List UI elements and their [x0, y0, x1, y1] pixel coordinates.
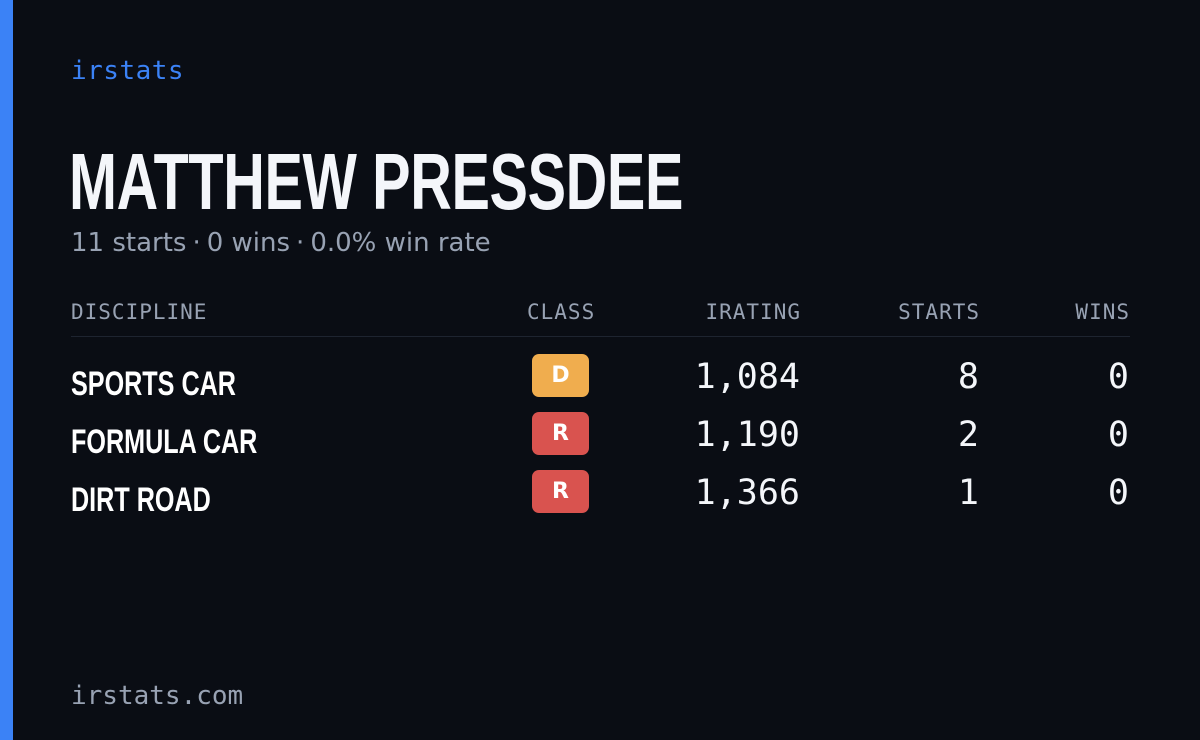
- discipline-name: FORMULA CAR: [71, 423, 258, 461]
- table-row: DIRT ROAD R 1,366 1 0: [71, 470, 1130, 522]
- class-badge: D: [532, 354, 589, 397]
- discipline-name: SPORTS CAR: [71, 365, 236, 403]
- summary-win-rate: 0.0% win rate: [310, 228, 491, 258]
- wins-value: 0: [1107, 357, 1129, 397]
- irating-value: 1,366: [694, 473, 800, 513]
- table-row: FORMULA CAR R 1,190 2 0: [71, 412, 1130, 464]
- table-header: DISCIPLINE CLASS IRATING STARTS WINS: [71, 300, 1130, 337]
- starts-value: 1: [957, 473, 979, 513]
- class-badge: R: [532, 412, 589, 455]
- starts-value: 2: [957, 415, 979, 455]
- header-discipline: DISCIPLINE: [71, 300, 208, 324]
- footer-url[interactable]: irstats.com: [71, 681, 244, 711]
- header-starts: STARTS: [898, 300, 980, 324]
- wins-value: 0: [1107, 415, 1129, 455]
- header-irating: IRATING: [705, 300, 801, 324]
- summary-wins: 0 wins: [206, 228, 291, 258]
- header-wins: WINS: [1075, 300, 1130, 324]
- starts-value: 8: [957, 357, 979, 397]
- wins-value: 0: [1107, 473, 1129, 513]
- summary-separator: ·: [296, 228, 305, 258]
- irating-value: 1,084: [694, 357, 800, 397]
- summary-separator: ·: [192, 228, 201, 258]
- accent-bar: [0, 0, 13, 740]
- irating-value: 1,190: [694, 415, 800, 455]
- header-class: CLASS: [527, 300, 596, 324]
- driver-summary: 11 starts · 0 wins · 0.0% win rate: [71, 228, 491, 258]
- class-badge: R: [532, 470, 589, 513]
- summary-starts: 11 starts: [71, 228, 187, 258]
- brand-logo[interactable]: irstats: [71, 56, 185, 86]
- table-row: SPORTS CAR D 1,084 8 0: [71, 354, 1130, 406]
- discipline-name: DIRT ROAD: [71, 481, 211, 519]
- driver-name: MATTHEW PRESSDEE: [69, 137, 684, 226]
